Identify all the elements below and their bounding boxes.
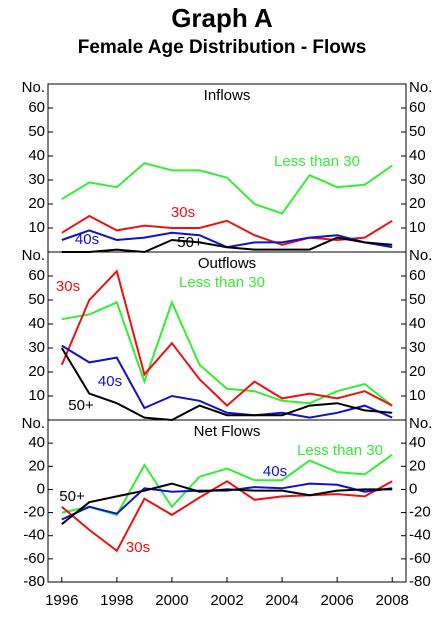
y-tick-label: 50 xyxy=(28,123,45,140)
series-label: 40s xyxy=(263,463,287,480)
series-label: 50+ xyxy=(177,234,203,251)
series-label: 50+ xyxy=(68,397,94,414)
y2-tick-label: -20 xyxy=(409,504,431,521)
y-tick-label: -60 xyxy=(23,550,45,567)
y-tick-label: 50 xyxy=(28,291,45,308)
y-tick-label: 20 xyxy=(28,457,45,474)
y-tick-label: 10 xyxy=(28,219,45,236)
y-tick-label: -20 xyxy=(23,504,45,521)
series-label: Less than 30 xyxy=(297,442,383,459)
y-tick-label: 20 xyxy=(28,195,45,212)
x-tick-label: 1998 xyxy=(100,592,133,609)
y-tick-label: No. xyxy=(22,247,45,264)
y2-tick-label: 10 xyxy=(409,387,426,404)
x-tick-label: 2000 xyxy=(155,592,188,609)
y-tick-label: 40 xyxy=(28,434,45,451)
y-tick-label: 60 xyxy=(28,99,45,116)
series-label: Less than 30 xyxy=(179,274,265,291)
y2-tick-label: 20 xyxy=(409,195,426,212)
y2-tick-label: 20 xyxy=(409,457,426,474)
series-line xyxy=(61,344,393,419)
series-line xyxy=(61,299,393,407)
series-line xyxy=(61,162,393,215)
y2-tick-label: 10 xyxy=(409,219,426,236)
y-tick-label: 30 xyxy=(28,171,45,188)
series-line xyxy=(61,480,393,553)
y2-tick-label: 40 xyxy=(409,434,426,451)
x-tick-label: 2008 xyxy=(376,592,409,609)
y2-tick-label: 50 xyxy=(409,123,426,140)
series-label: 30s xyxy=(171,204,195,221)
y2-tick-label: No. xyxy=(409,247,432,264)
y-tick-label: No. xyxy=(22,415,45,432)
y2-tick-label: 60 xyxy=(409,99,426,116)
y-tick-label: -40 xyxy=(23,527,45,544)
series-line xyxy=(61,482,393,521)
y-tick-label: 40 xyxy=(28,315,45,332)
series-line xyxy=(61,453,393,517)
y-tick-label: 0 xyxy=(37,480,45,497)
series-line xyxy=(60,269,393,407)
y-tick-label: 60 xyxy=(28,267,45,284)
y2-tick-label: 30 xyxy=(409,339,426,356)
series-line xyxy=(61,214,393,246)
y-tick-label: 40 xyxy=(28,147,45,164)
chart-subtitle: Female Age Distribution - Flows xyxy=(78,37,367,58)
panel-title: Inflows xyxy=(204,87,251,104)
y-tick-label: 20 xyxy=(28,363,45,380)
y2-tick-label: -40 xyxy=(409,527,431,544)
y2-tick-label: -80 xyxy=(409,573,431,590)
y-tick-label: 10 xyxy=(28,387,45,404)
x-tick-label: 2002 xyxy=(210,592,243,609)
y2-tick-label: 40 xyxy=(409,315,426,332)
y-tick-label: No. xyxy=(22,79,45,96)
series-label: 30s xyxy=(56,278,80,295)
y2-tick-label: -60 xyxy=(409,550,431,567)
series-line xyxy=(60,347,393,422)
panel-title: Outflows xyxy=(198,255,256,272)
y-tick-label: 30 xyxy=(28,339,45,356)
y2-tick-label: 60 xyxy=(409,267,426,284)
y2-tick-label: 0 xyxy=(409,480,417,497)
x-tick-label: 2004 xyxy=(265,592,298,609)
series-label: Less than 30 xyxy=(274,153,360,170)
y2-tick-label: 50 xyxy=(409,291,426,308)
panel-title: Net Flows xyxy=(194,423,261,440)
series-label: 40s xyxy=(75,231,99,248)
series-label: 30s xyxy=(126,539,150,556)
y2-tick-label: 20 xyxy=(409,363,426,380)
series-label: 40s xyxy=(98,373,122,390)
y2-tick-label: 40 xyxy=(409,147,426,164)
series-label: 50+ xyxy=(59,488,85,505)
x-tick-label: 1996 xyxy=(45,592,78,609)
y2-tick-label: No. xyxy=(409,415,432,432)
y2-tick-label: 30 xyxy=(409,171,426,188)
y-tick-label: -80 xyxy=(23,573,45,590)
x-tick-label: 2006 xyxy=(320,592,353,609)
chart-title: Graph A xyxy=(171,3,273,33)
y2-tick-label: No. xyxy=(409,79,432,96)
series-line xyxy=(61,482,393,525)
series-line xyxy=(61,236,393,254)
